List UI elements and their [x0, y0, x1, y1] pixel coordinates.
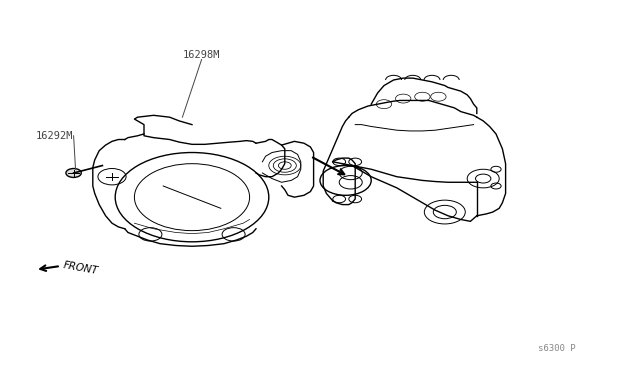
Text: 16292M: 16292M [36, 131, 73, 141]
Circle shape [66, 169, 81, 177]
Text: s6300 P: s6300 P [538, 344, 576, 353]
Text: 16298M: 16298M [183, 49, 220, 60]
Text: FRONT: FRONT [63, 260, 99, 276]
